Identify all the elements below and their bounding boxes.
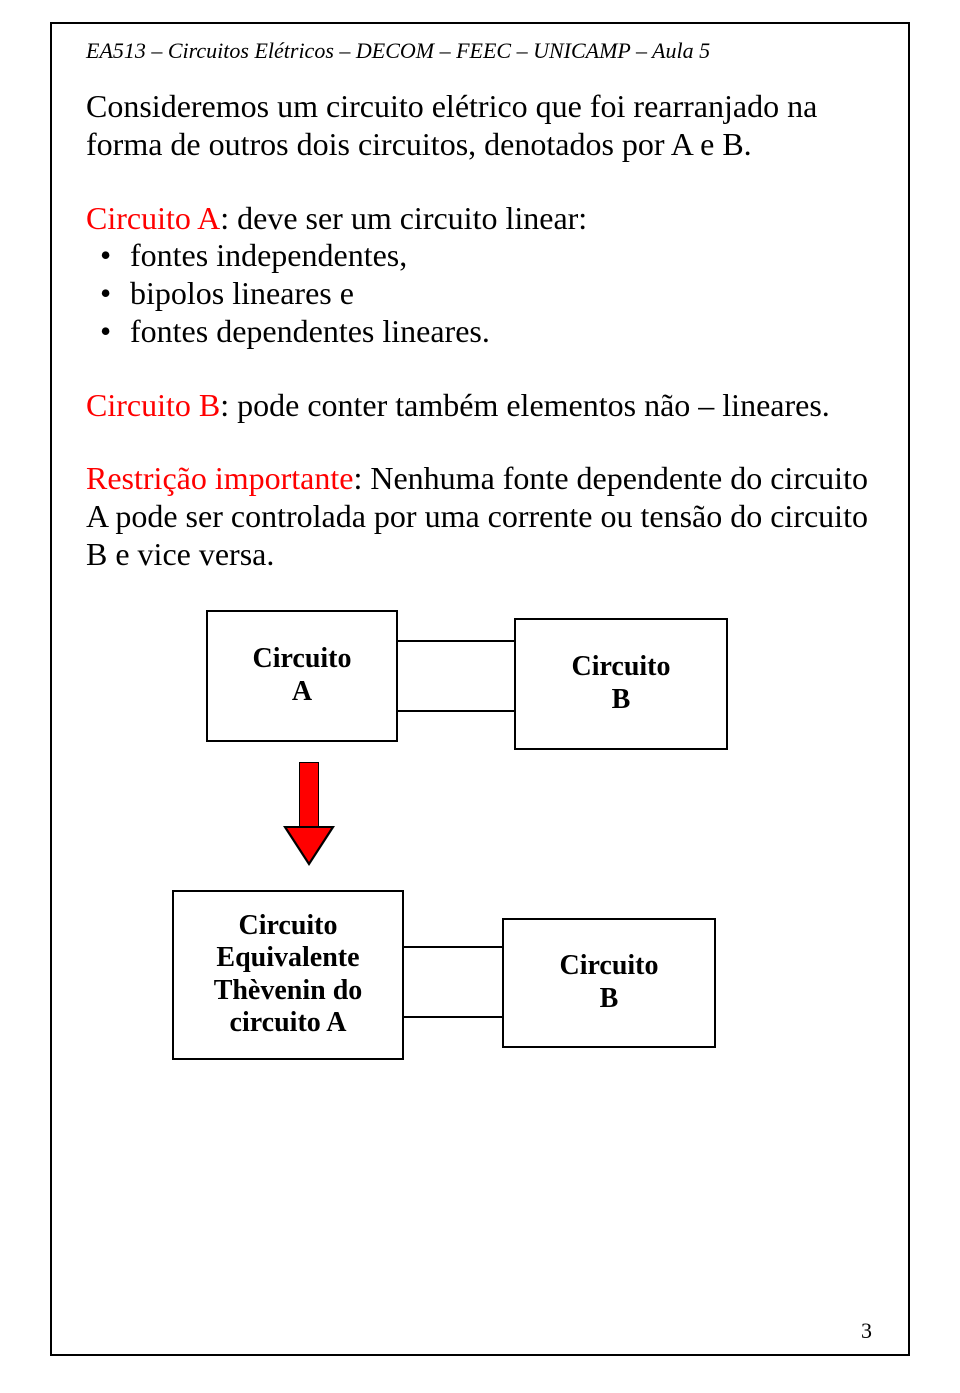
circuit-b-lead: Circuito B [86,387,220,423]
arrow-head-fill [287,828,331,862]
page-border: EA513 – Circuitos Elétricos – DECOM – FE… [50,22,910,1356]
restriction-section: Restrição importante: Nenhuma fonte depe… [86,460,874,573]
arrow-stem [299,762,319,828]
box-circuit-b-top: CircuitoB [514,618,728,750]
intro-paragraph: Consideremos um circuito elétrico que fo… [86,88,874,164]
wire [404,1016,502,1019]
box-equivalent-thevenin: CircuitoEquivalenteThèvenin docircuito A [172,890,404,1060]
restriction-lead: Restrição importante [86,460,353,496]
page-number: 3 [861,1318,872,1344]
box-circuit-b-bottom: CircuitoB [502,918,716,1048]
bullet-item: fontes independentes, [86,237,874,275]
bullet-item: fontes dependentes lineares. [86,313,874,351]
circuit-a-tail: : deve ser um circuito linear: [220,200,587,236]
circuit-a-bullets: fontes independentes, bipolos lineares e… [86,237,874,350]
circuit-b-tail: : pode conter também elementos não – lin… [220,387,830,423]
course-header: EA513 – Circuitos Elétricos – DECOM – FE… [86,38,874,64]
circuit-b-section: Circuito B: pode conter também elementos… [86,387,874,425]
wire [398,640,514,643]
wire [398,710,514,713]
box-circuit-a: CircuitoA [206,610,398,742]
circuit-a-section: Circuito A: deve ser um circuito linear:… [86,200,874,351]
diagram: CircuitoA CircuitoB CircuitoEquivalenteT… [86,610,874,1090]
circuit-a-lead: Circuito A [86,200,220,236]
bullet-item: bipolos lineares e [86,275,874,313]
wire [404,946,502,949]
